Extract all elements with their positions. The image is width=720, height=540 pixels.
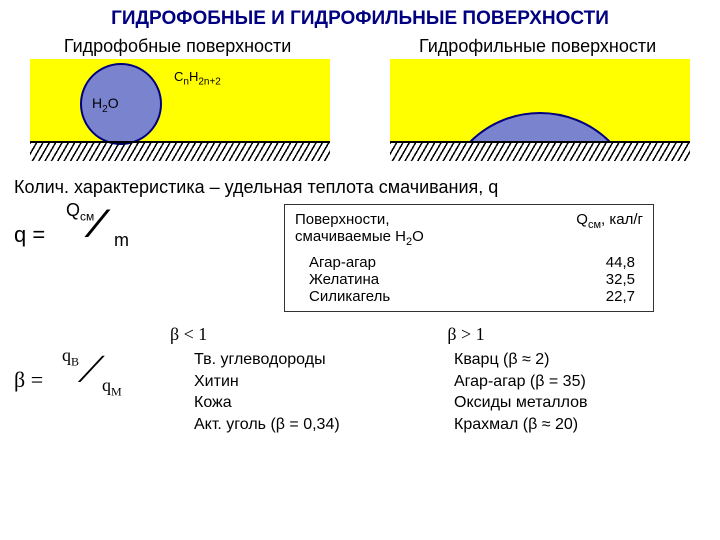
list-item: Кожа xyxy=(194,392,424,414)
table-body: Агар-агар Желатина Силикагель 44,8 32,5 … xyxy=(295,254,643,305)
table-header-right: Qсм, кал/г xyxy=(576,211,643,248)
table-header-left: Поверхности, смачиваемые H2O xyxy=(295,211,424,248)
table-header: Поверхности, смачиваемые H2O Qсм, кал/г xyxy=(295,211,643,248)
hydrocarbon-formula: CnH2n+2 xyxy=(174,69,221,88)
table-row: Силикагель xyxy=(309,288,390,305)
wetting-table: Поверхности, смачиваемые H2O Qсм, кал/г … xyxy=(284,204,654,312)
main-title: ГИДРОФОБНЫЕ И ГИДРОФИЛЬНЫЕ ПОВЕРХНОСТИ xyxy=(0,0,720,30)
diagrams-row: H2O CnH2n+2 xyxy=(0,59,720,169)
beta-lhs: β = xyxy=(14,367,43,393)
water-drop-flat xyxy=(440,112,640,142)
beta-numerator: qВ xyxy=(62,345,79,370)
beta-inequalities: β < 1 β > 1 xyxy=(0,324,720,345)
list-item: Оксиды металлов xyxy=(454,392,714,414)
table-names: Агар-агар Желатина Силикагель xyxy=(295,254,390,305)
list-item: Агар-агар (β = 35) xyxy=(454,371,714,393)
table-row: 22,7 xyxy=(606,288,635,305)
beta-lt: β < 1 xyxy=(170,324,207,345)
hatching xyxy=(390,143,690,161)
table-row: 32,5 xyxy=(606,271,635,288)
list-item: Акт. уголь (β = 0,34) xyxy=(194,414,424,436)
beta-denominator: qМ xyxy=(102,375,122,400)
table-row: 44,8 xyxy=(606,254,635,271)
subheader-left: Гидрофобные поверхности xyxy=(64,36,292,57)
list-item: Крахмал (β ≈ 20) xyxy=(454,414,714,436)
list-item: Тв. углеводороды xyxy=(194,349,424,371)
subheader-row: Гидрофобные поверхности Гидрофильные пов… xyxy=(0,36,720,57)
table-row: Агар-агар xyxy=(309,254,390,271)
q-numerator: Qсм xyxy=(66,200,94,224)
beta-gt: β > 1 xyxy=(447,324,484,345)
hydrophilic-diagram xyxy=(390,59,690,169)
hydrophilic-list: Кварц (β ≈ 2) Агар-агар (β = 35) Оксиды … xyxy=(454,349,714,435)
hatching xyxy=(30,143,330,161)
hydrophobic-list: Тв. углеводороды Хитин Кожа Акт. уголь (… xyxy=(194,349,424,435)
h2o-label: H2O xyxy=(92,95,119,115)
beta-slash: ∕ xyxy=(87,345,96,392)
quantitative-line: Колич. характеристика – удельная теплота… xyxy=(14,177,720,198)
q-formula: q = Qсм ∕ m xyxy=(14,204,214,268)
bottom-row: β = qВ ∕ qМ Тв. углеводороды Хитин Кожа … xyxy=(0,349,720,435)
mid-row: q = Qсм ∕ m Поверхности, смачиваемые H2O… xyxy=(0,204,720,312)
table-row: Желатина xyxy=(309,271,390,288)
hydrophobic-diagram: H2O CnH2n+2 xyxy=(30,59,330,169)
beta-formula: β = qВ ∕ qМ xyxy=(14,349,164,413)
q-lhs: q = xyxy=(14,222,45,248)
table-values: 44,8 32,5 22,7 xyxy=(606,254,643,305)
q-denominator: m xyxy=(114,230,129,251)
list-item: Хитин xyxy=(194,371,424,393)
subheader-right: Гидрофильные поверхности xyxy=(419,36,656,57)
list-item: Кварц (β ≈ 2) xyxy=(454,349,714,371)
q-slash: ∕ xyxy=(95,202,104,247)
